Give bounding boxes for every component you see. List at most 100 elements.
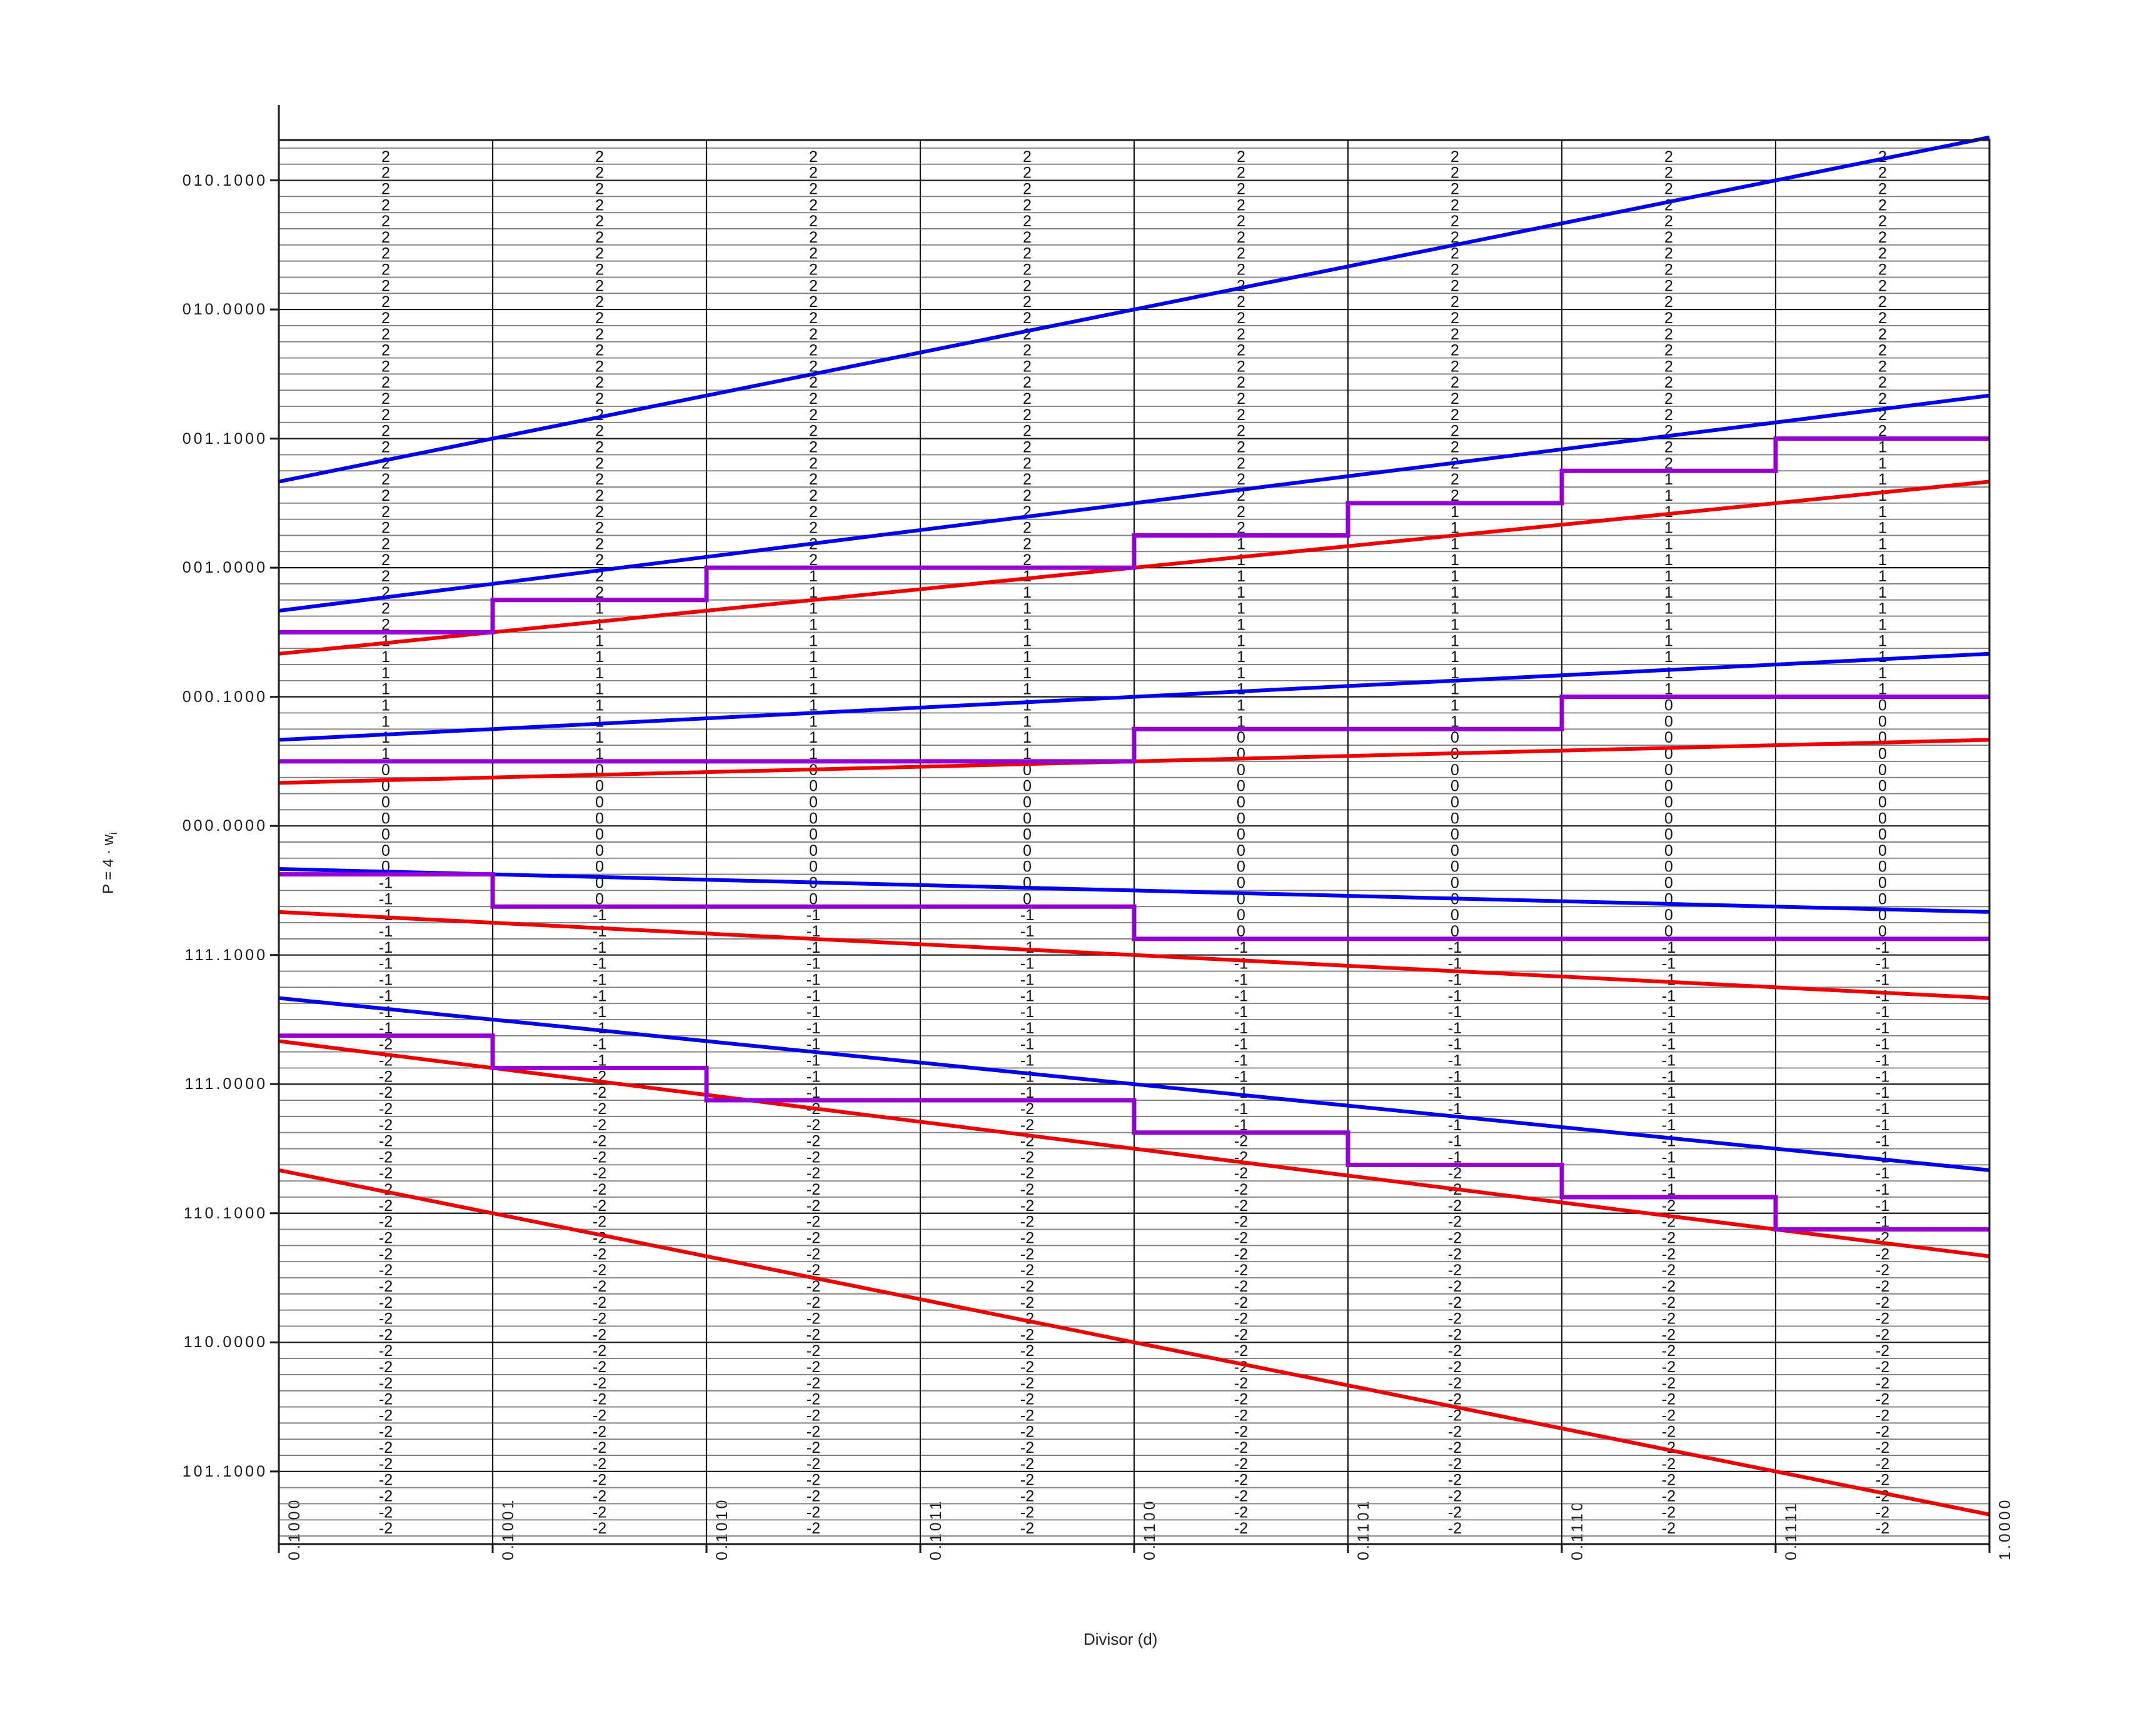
svg-text:0: 0	[595, 778, 604, 795]
svg-text:2: 2	[1878, 213, 1887, 230]
svg-text:2: 2	[1451, 213, 1459, 230]
svg-text:-1: -1	[379, 906, 393, 924]
svg-text:1: 1	[1664, 535, 1673, 553]
svg-text:-2: -2	[1020, 1245, 1034, 1263]
svg-text:-2: -2	[1020, 1100, 1034, 1118]
svg-text:0: 0	[809, 794, 818, 811]
svg-text:2: 2	[1237, 519, 1245, 537]
svg-text:-1: -1	[379, 955, 393, 973]
svg-text:-2: -2	[1020, 1230, 1034, 1247]
svg-text:2: 2	[1023, 213, 1032, 230]
svg-text:1: 1	[381, 632, 390, 650]
svg-text:2: 2	[1451, 326, 1459, 343]
svg-text:2: 2	[1237, 342, 1245, 359]
svg-text:-2: -2	[379, 1407, 393, 1425]
svg-text:-1: -1	[1448, 1116, 1462, 1134]
svg-text:2: 2	[595, 342, 604, 359]
svg-text:1: 1	[1878, 503, 1887, 521]
svg-text:1: 1	[595, 697, 604, 715]
svg-text:2: 2	[809, 374, 818, 391]
svg-text:2: 2	[1878, 342, 1887, 359]
svg-text:-1: -1	[1234, 1003, 1248, 1021]
svg-text:-2: -2	[1234, 1472, 1248, 1489]
svg-text:2: 2	[1237, 261, 1245, 279]
svg-text:-2: -2	[1448, 1423, 1462, 1440]
svg-text:2: 2	[595, 180, 604, 198]
svg-text:2: 2	[1023, 454, 1032, 472]
svg-text:1: 1	[1878, 551, 1887, 569]
svg-text:-1: -1	[379, 1003, 393, 1021]
svg-text:2: 2	[595, 503, 604, 521]
svg-text:-2: -2	[1662, 1423, 1676, 1440]
svg-text:-2: -2	[379, 1310, 393, 1328]
svg-text:1: 1	[1023, 681, 1032, 698]
svg-text:-2: -2	[1020, 1197, 1034, 1215]
svg-text:-1: -1	[1662, 1181, 1676, 1198]
svg-text:2: 2	[809, 326, 818, 343]
svg-text:2: 2	[595, 213, 604, 230]
svg-text:-1: -1	[593, 1020, 606, 1037]
svg-text:-1: -1	[593, 1036, 606, 1053]
svg-text:-1: -1	[1876, 987, 1889, 1005]
svg-text:1: 1	[1664, 471, 1673, 488]
svg-text:2: 2	[809, 390, 818, 408]
svg-text:-2: -2	[1448, 1439, 1462, 1457]
svg-text:1: 1	[809, 584, 818, 601]
svg-text:1: 1	[1451, 665, 1459, 682]
svg-text:2: 2	[381, 535, 390, 553]
svg-text:0: 0	[1878, 778, 1887, 795]
y-tick-label: 001.0000	[182, 559, 268, 577]
svg-text:-2: -2	[807, 1520, 820, 1537]
svg-text:-2: -2	[807, 1375, 820, 1392]
svg-text:-2: -2	[593, 1197, 606, 1215]
svg-text:-2: -2	[379, 1165, 393, 1182]
svg-text:2: 2	[1023, 406, 1032, 424]
svg-text:2: 2	[1023, 261, 1032, 279]
y-tick-label: 101.1000	[182, 1462, 268, 1480]
svg-text:-1: -1	[1876, 1181, 1889, 1198]
svg-text:-2: -2	[379, 1197, 393, 1215]
svg-text:-2: -2	[1020, 1407, 1034, 1425]
svg-text:-2: -2	[1662, 1455, 1676, 1473]
svg-text:0: 0	[1451, 858, 1459, 876]
svg-text:2: 2	[1023, 342, 1032, 359]
svg-text:-1: -1	[807, 1084, 820, 1101]
svg-text:-2: -2	[1662, 1503, 1676, 1521]
svg-text:2: 2	[809, 471, 818, 488]
svg-text:-1: -1	[1020, 1052, 1034, 1070]
svg-text:-1: -1	[1020, 923, 1034, 940]
svg-text:-1: -1	[1876, 1133, 1889, 1150]
svg-text:-2: -2	[1662, 1230, 1676, 1247]
svg-text:-2: -2	[1876, 1358, 1889, 1376]
svg-text:2: 2	[595, 261, 604, 279]
svg-text:1: 1	[381, 648, 390, 666]
svg-text:2: 2	[381, 293, 390, 311]
svg-text:-2: -2	[1876, 1375, 1889, 1392]
svg-text:-2: -2	[807, 1278, 820, 1295]
svg-text:-2: -2	[593, 1423, 606, 1440]
svg-text:-2: -2	[379, 1375, 393, 1392]
svg-text:2: 2	[381, 148, 390, 166]
svg-text:2: 2	[381, 309, 390, 327]
svg-text:-1: -1	[1234, 971, 1248, 988]
svg-text:-2: -2	[593, 1133, 606, 1150]
svg-text:-2: -2	[379, 1148, 393, 1166]
svg-text:-1: -1	[1448, 939, 1462, 956]
svg-text:-2: -2	[593, 1116, 606, 1134]
svg-text:-1: -1	[1876, 939, 1889, 956]
svg-text:0: 0	[1664, 697, 1673, 715]
svg-text:0: 0	[1878, 842, 1887, 860]
svg-text:0: 0	[1664, 794, 1673, 811]
svg-text:-1: -1	[1020, 987, 1034, 1005]
svg-text:1: 1	[1237, 697, 1245, 715]
svg-text:1: 1	[1664, 600, 1673, 618]
svg-text:-2: -2	[1662, 1294, 1676, 1312]
svg-text:2: 2	[1451, 180, 1459, 198]
svg-text:-2: -2	[1020, 1472, 1034, 1489]
svg-text:1: 1	[1023, 745, 1032, 763]
svg-text:0: 0	[1237, 778, 1245, 795]
svg-text:-2: -2	[593, 1245, 606, 1263]
svg-text:-2: -2	[1448, 1488, 1462, 1505]
svg-text:-2: -2	[1662, 1488, 1676, 1505]
svg-text:0: 0	[1237, 842, 1245, 860]
